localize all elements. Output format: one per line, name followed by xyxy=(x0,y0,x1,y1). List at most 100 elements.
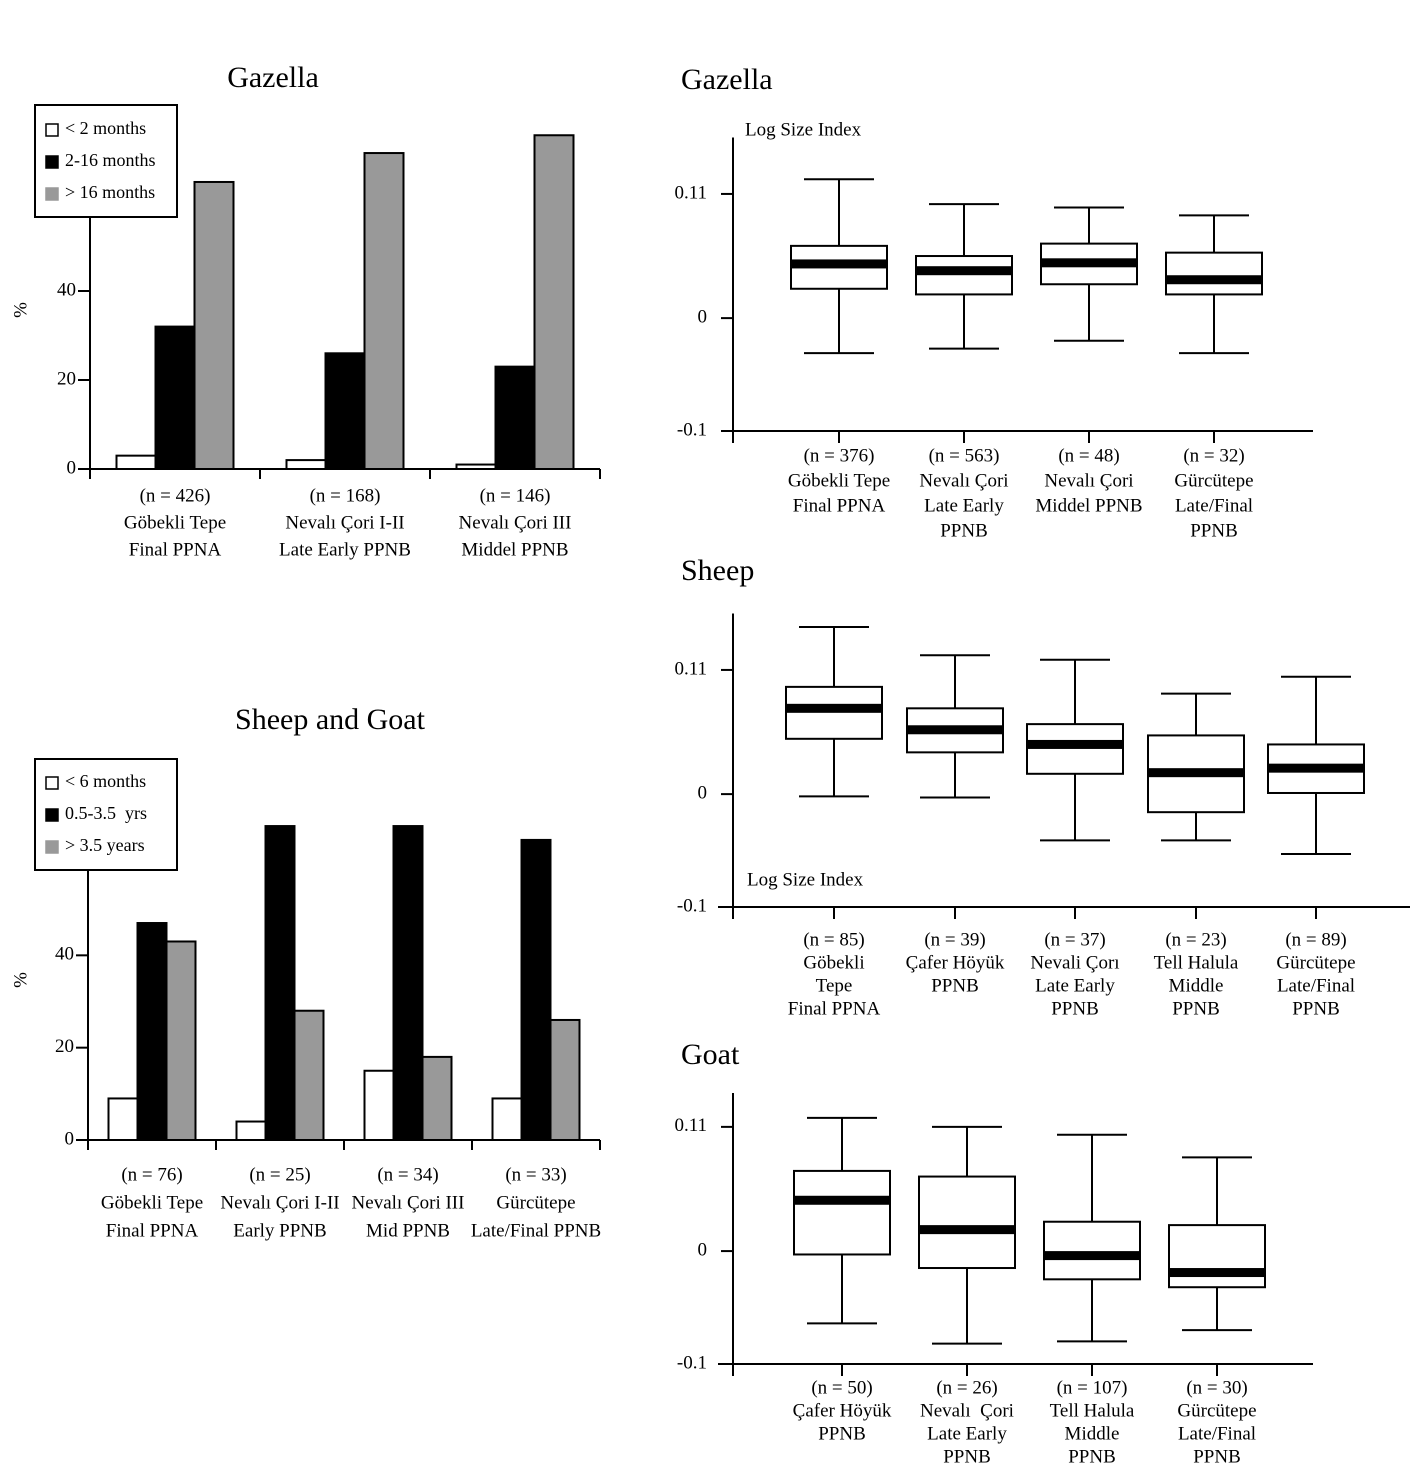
x-tick-label: Göbekli Tepe xyxy=(101,1192,203,1213)
x-tick-label: Late/Final xyxy=(1178,1423,1256,1444)
bar xyxy=(264,825,296,1141)
y-tick-label: 0 xyxy=(698,782,708,803)
chart-title: Gazella xyxy=(681,63,773,96)
box xyxy=(915,255,1013,296)
y-tick-label: 0 xyxy=(698,306,708,327)
x-tick-label: Early PPNB xyxy=(233,1220,326,1241)
box xyxy=(793,1169,891,1256)
median xyxy=(794,1195,890,1205)
box xyxy=(1043,1220,1141,1281)
x-tick-label: Middle xyxy=(1169,975,1224,996)
legend-swatch xyxy=(45,123,59,137)
chart-title: Goat xyxy=(681,1038,740,1071)
x-tick-label: (n = 376) xyxy=(804,445,875,466)
legend-label: 0.5-3.5 yrs xyxy=(65,803,147,823)
x-tick-label: (n = 30) xyxy=(1186,1377,1247,1398)
y-axis-label: % xyxy=(10,972,31,988)
x-tick-label: Gürcütepe xyxy=(1276,952,1355,973)
x-tick-label: Middle xyxy=(1065,1423,1120,1444)
chart-title: Gazella xyxy=(227,61,319,94)
x-tick-label: (n = 48) xyxy=(1058,445,1119,466)
bar xyxy=(293,1009,325,1141)
x-tick-label: (n = 426) xyxy=(140,485,211,506)
y-axis-label: Log Size Index xyxy=(747,869,864,890)
x-tick-label: (n = 168) xyxy=(310,485,381,506)
bar xyxy=(235,1120,267,1141)
x-tick-label: PPNB xyxy=(943,1446,991,1467)
y-axis-label: Log Size Index xyxy=(745,119,862,140)
x-tick-label: Late Early xyxy=(924,495,1004,516)
bar xyxy=(363,1069,395,1141)
x-tick-label: Final PPNA xyxy=(129,539,222,560)
bar xyxy=(115,454,157,470)
x-tick-label: Gürcütepe xyxy=(1177,1400,1256,1421)
y-tick-label: -0.1 xyxy=(677,419,707,440)
x-tick-label: (n = 37) xyxy=(1044,929,1105,950)
x-tick-label: (n = 32) xyxy=(1183,445,1244,466)
median xyxy=(1268,763,1364,773)
x-tick-label: PPNB xyxy=(1190,520,1238,541)
legend-label: > 3.5 years xyxy=(65,835,145,855)
x-tick-label: PPNB xyxy=(940,520,988,541)
x-tick-label: (n = 76) xyxy=(121,1164,182,1185)
x-tick-label: Nevalı Çori III xyxy=(352,1192,465,1213)
median xyxy=(916,266,1012,276)
legend-swatch xyxy=(45,808,59,822)
x-tick-label: (n = 39) xyxy=(924,929,985,950)
x-tick-label: Late Early xyxy=(927,1423,1007,1444)
bar xyxy=(165,940,197,1141)
y-tick-label: 0 xyxy=(67,457,77,478)
x-tick-label: Nevali Çorı xyxy=(1030,952,1119,973)
x-tick-label: Mid PPNB xyxy=(366,1220,450,1241)
legend-swatch xyxy=(45,776,59,790)
x-tick-label: Göbekli Tepe xyxy=(124,512,226,533)
y-tick-label: 20 xyxy=(57,368,76,389)
x-tick-label: Late Early xyxy=(1035,975,1115,996)
median xyxy=(1148,768,1244,778)
bar xyxy=(494,365,536,470)
y-tick-label: -0.1 xyxy=(677,1352,707,1373)
x-tick-label: Nevalı Çori xyxy=(919,470,1008,491)
x-tick-label: Final PPNA xyxy=(788,998,881,1019)
median xyxy=(1027,739,1123,749)
x-tick-label: PPNB xyxy=(1193,1446,1241,1467)
x-tick-label: (n = 23) xyxy=(1165,929,1226,950)
y-tick-label: 0 xyxy=(65,1128,75,1149)
median xyxy=(1169,1268,1265,1278)
y-tick-label: 40 xyxy=(55,944,74,965)
box xyxy=(918,1175,1016,1270)
bar xyxy=(193,180,235,470)
chart-title: Sheep and Goat xyxy=(235,703,426,736)
x-tick-label: PPNB xyxy=(1292,998,1340,1019)
x-tick-label: (n = 146) xyxy=(480,485,551,506)
y-tick-label: 0 xyxy=(698,1239,708,1260)
y-tick-label: -0.1 xyxy=(677,895,707,916)
legend-swatch xyxy=(45,155,59,169)
x-tick-label: Tell Halula xyxy=(1154,952,1239,973)
bar xyxy=(324,352,366,470)
bar xyxy=(421,1055,453,1142)
legend-swatch xyxy=(45,187,59,201)
x-tick-label: (n = 34) xyxy=(377,1164,438,1185)
x-tick-label: Nevalı Çori xyxy=(920,1400,1014,1421)
x-tick-label: Nevalı Çori I-II xyxy=(220,1192,339,1213)
x-tick-label: Late/Final PPNB xyxy=(471,1220,601,1241)
x-tick-label: (n = 89) xyxy=(1285,929,1346,950)
bar xyxy=(363,152,405,471)
median xyxy=(919,1225,1015,1235)
legend-swatch xyxy=(45,840,59,854)
x-tick-label: Nevalı Çori xyxy=(1044,470,1133,491)
x-tick-label: Göbekli xyxy=(803,952,864,973)
x-tick-label: Çafer Höyük xyxy=(906,952,1005,973)
bar xyxy=(549,1018,581,1142)
x-tick-label: (n = 25) xyxy=(249,1164,310,1185)
x-tick-label: PPNB xyxy=(818,1423,866,1444)
bar xyxy=(533,134,575,470)
x-tick-label: Çafer Höyük xyxy=(793,1400,892,1421)
legend-label: < 2 months xyxy=(65,118,146,138)
x-tick-label: PPNB xyxy=(931,975,979,996)
box xyxy=(1026,723,1124,775)
legend-label: < 6 months xyxy=(65,771,146,791)
